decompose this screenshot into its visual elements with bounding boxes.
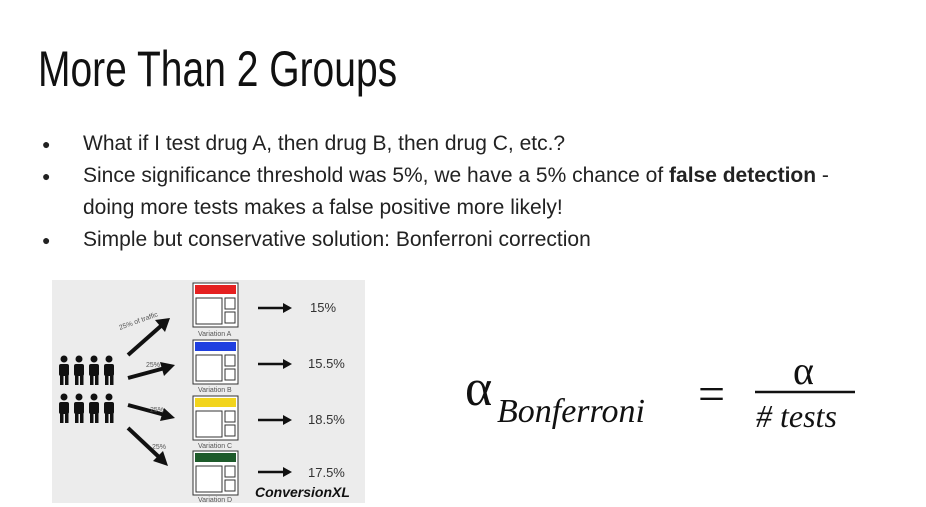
people [59,355,114,423]
bullet-text: Simple but conservative solution: Bonfer… [83,228,591,251]
bullet: Since significance threshold was 5%, we … [42,160,872,224]
formula-subscript: Bonferroni [497,393,645,430]
traffic-label: 25% [152,444,166,451]
variation-boxes [192,282,239,496]
variation-label: Variation B [198,387,232,394]
formula-equals: = [698,368,725,421]
arrows [126,318,175,466]
formula-numerator: α [793,348,814,393]
rate-label: 15% [310,300,336,315]
slide-title: More Than 2 Groups [38,41,398,97]
traffic-label: 25% [146,362,160,369]
variation-label: Variation D [198,497,232,504]
result-arrows [258,303,292,477]
bullet: What if I test drug A, then drug B, then… [42,128,872,160]
bullet: Simple but conservative solution: Bonfer… [42,224,872,256]
variation-label: Variation A [198,331,232,338]
rate-label: 15.5% [308,356,345,371]
formula-alpha: α [465,360,492,417]
bullet-text: What if I test drug A, then drug B, then… [83,132,566,155]
bullet-bold: false detection [669,164,817,187]
rate-label: 17.5% [308,465,345,480]
bullet-list: What if I test drug A, then drug B, then… [42,128,872,256]
bullet-text: Since significance threshold was 5%, we … [83,164,670,187]
formula-denominator: # tests [756,398,837,434]
traffic-label: 25% [150,407,164,414]
brand-label: ConversionXL [255,484,350,500]
rate-label: 18.5% [308,412,345,427]
bullet-text: - doing more tests makes a false positiv… [83,164,829,219]
variation-label: Variation C [198,443,232,450]
